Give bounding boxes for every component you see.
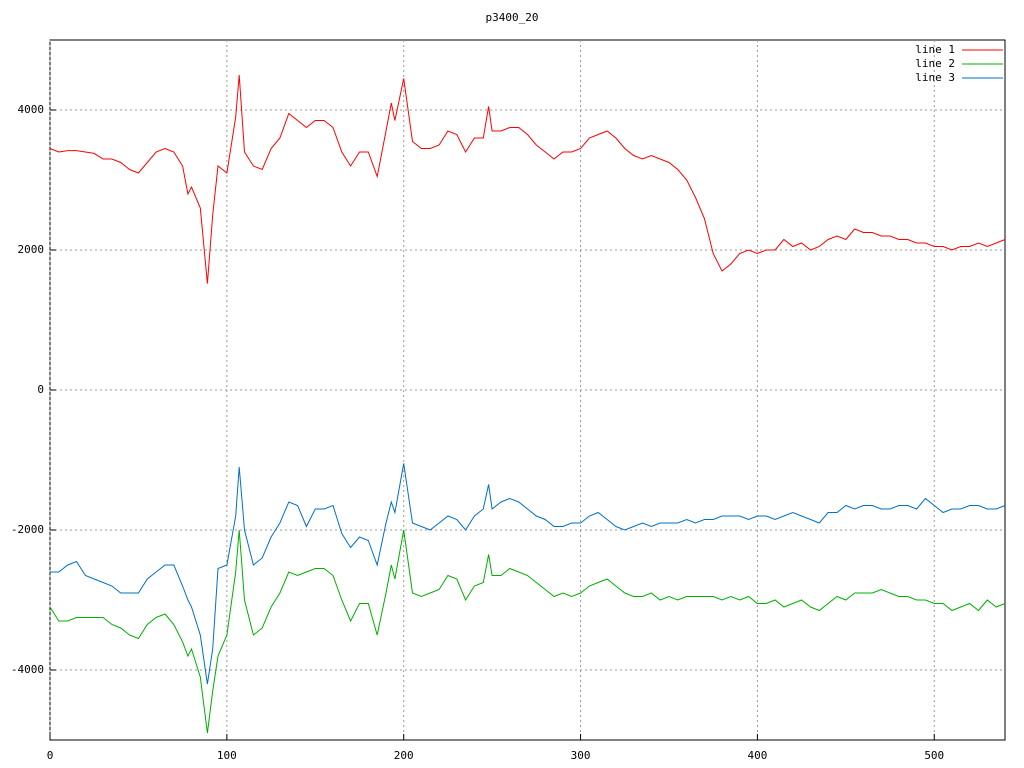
y-tick-label: 2000	[18, 243, 45, 256]
y-tick-label: -2000	[11, 523, 44, 536]
legend-label: line 3	[915, 71, 955, 84]
x-tick-label: 0	[47, 749, 54, 762]
y-tick-label: -4000	[11, 663, 44, 676]
legend-label: line 2	[915, 57, 955, 70]
data-line	[49, 529, 1006, 734]
y-tick-label: 0	[37, 383, 44, 396]
x-tick-label: 500	[924, 749, 944, 762]
chart-title: p3400_20	[486, 11, 539, 24]
x-tick-label: 100	[217, 749, 237, 762]
x-tick-label: 300	[571, 749, 591, 762]
legend-label: line 1	[915, 43, 955, 56]
x-tick-label: 200	[394, 749, 414, 762]
y-tick-label: 4000	[18, 103, 45, 116]
data-line	[49, 74, 1006, 284]
data-line	[50, 463, 1006, 685]
x-tick-label: 400	[747, 749, 767, 762]
